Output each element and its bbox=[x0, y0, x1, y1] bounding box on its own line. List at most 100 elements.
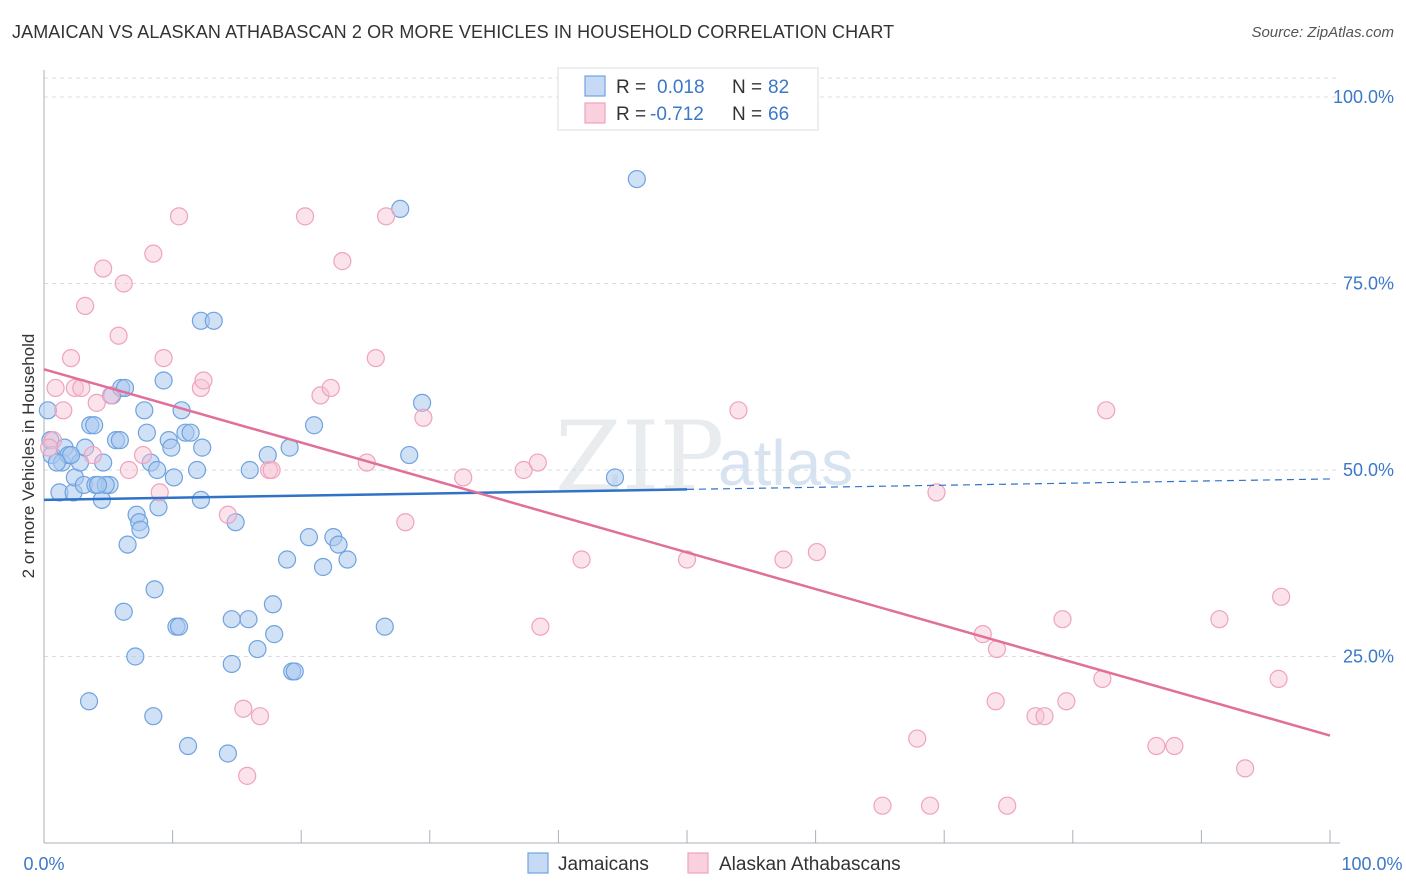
point-alaskan-40 bbox=[572, 550, 591, 569]
bottom-legend: Jamaicans Alaskan Athabascans bbox=[527, 852, 901, 875]
watermark-zip: ZIP bbox=[555, 401, 724, 513]
point-alaskan-63 bbox=[1269, 669, 1288, 688]
point-jamaicans-13 bbox=[85, 416, 104, 435]
point-jamaicans-64 bbox=[299, 528, 319, 547]
point-alaskan-39 bbox=[531, 617, 550, 636]
bottom-legend-label-alaskan: Alaskan Athabascans bbox=[719, 854, 901, 875]
point-jamaicans-52 bbox=[222, 654, 241, 674]
point-alaskan-26 bbox=[262, 460, 281, 480]
point-alaskan-62 bbox=[1236, 759, 1255, 778]
chart-source: Source: ZipAtlas.com bbox=[1251, 24, 1394, 41]
point-jamaicans-41 bbox=[169, 617, 189, 636]
point-alaskan-38 bbox=[528, 453, 547, 472]
trend-lines bbox=[43, 368, 1331, 737]
point-alaskan-33 bbox=[376, 207, 396, 226]
point-alaskan-15 bbox=[144, 244, 163, 263]
trend-line-jamaicans bbox=[43, 488, 688, 502]
legend-swatch-jamaicans bbox=[584, 75, 606, 97]
point-alaskan-7 bbox=[83, 445, 102, 465]
point-alaskan-37 bbox=[514, 460, 533, 480]
point-jamaicans-70 bbox=[391, 199, 410, 218]
point-alaskan-2 bbox=[54, 401, 73, 420]
point-alaskan-24 bbox=[250, 707, 270, 726]
point-jamaicans-39 bbox=[164, 468, 183, 487]
legend-r-label-jamaicans: R = bbox=[616, 77, 646, 98]
y-tick-label-100: 100.0% bbox=[1333, 87, 1394, 107]
point-alaskan-41 bbox=[677, 550, 697, 569]
point-jamaicans-72 bbox=[412, 393, 432, 412]
point-jamaicans-46 bbox=[191, 490, 210, 509]
point-alaskan-50 bbox=[986, 692, 1005, 711]
series-jamaicans bbox=[38, 169, 646, 763]
point-jamaicans-78 bbox=[88, 475, 108, 495]
point-alaskan-23 bbox=[238, 766, 257, 785]
point-jamaicans-38 bbox=[162, 438, 181, 457]
point-jamaicans-76 bbox=[61, 445, 81, 465]
point-jamaicans-68 bbox=[338, 550, 357, 569]
top-legend: R = 0.018 N = 82 R = -0.712 N = 66 bbox=[557, 67, 819, 131]
legend-n-value-alaskan: 66 bbox=[768, 104, 789, 125]
x-tick-labels: 0.0% 100.0% bbox=[23, 854, 1402, 874]
point-alaskan-65 bbox=[40, 438, 59, 457]
bottom-legend-label-jamaicans: Jamaicans bbox=[558, 854, 649, 875]
point-jamaicans-71 bbox=[400, 445, 419, 465]
point-alaskan-42 bbox=[729, 401, 748, 420]
point-jamaicans-23 bbox=[114, 602, 133, 621]
point-jamaicans-32 bbox=[144, 707, 163, 726]
point-alaskan-10 bbox=[101, 386, 120, 405]
point-jamaicans-36 bbox=[154, 371, 173, 390]
point-jamaicans-79 bbox=[304, 416, 324, 435]
point-alaskan-52 bbox=[998, 796, 1017, 815]
point-alaskan-28 bbox=[311, 386, 330, 405]
point-alaskan-35 bbox=[414, 408, 433, 427]
point-alaskan-3 bbox=[61, 349, 81, 368]
x-tick-label-max: 100.0% bbox=[1341, 854, 1402, 874]
point-jamaicans-80 bbox=[605, 468, 625, 487]
point-alaskan-36 bbox=[454, 468, 473, 487]
legend-r-value-jamaicans: 0.018 bbox=[657, 77, 705, 98]
point-alaskan-22 bbox=[234, 699, 253, 718]
point-alaskan-55 bbox=[1053, 610, 1072, 629]
point-jamaicans-59 bbox=[265, 625, 284, 644]
point-jamaicans-11 bbox=[76, 438, 95, 457]
point-jamaicans-74 bbox=[178, 736, 198, 756]
point-jamaicans-33 bbox=[145, 580, 164, 599]
point-alaskan-9 bbox=[94, 259, 113, 278]
point-alaskan-56 bbox=[1057, 692, 1076, 711]
legend-r-value-alaskan: -0.712 bbox=[650, 104, 704, 125]
series-alaskan-athabascans bbox=[40, 207, 1291, 815]
point-jamaicans-24 bbox=[118, 535, 137, 554]
point-jamaicans-44 bbox=[181, 423, 200, 442]
point-jamaicans-25 bbox=[126, 647, 145, 666]
point-jamaicans-45 bbox=[187, 460, 207, 480]
bottom-legend-swatch-jamaicans bbox=[527, 852, 549, 874]
point-alaskan-46 bbox=[908, 729, 927, 748]
point-jamaicans-81 bbox=[627, 169, 646, 189]
point-jamaicans-65 bbox=[313, 557, 333, 577]
y-tick-label-75: 75.0% bbox=[1343, 274, 1394, 294]
point-alaskan-11 bbox=[109, 326, 128, 345]
point-jamaicans-69 bbox=[375, 617, 394, 636]
point-alaskan-44 bbox=[807, 542, 826, 562]
point-alaskan-64 bbox=[1272, 587, 1291, 606]
point-jamaicans-53 bbox=[226, 513, 245, 532]
point-jamaicans-73 bbox=[79, 692, 99, 711]
point-jamaicans-50 bbox=[218, 744, 237, 763]
point-alaskan-17 bbox=[154, 349, 173, 368]
legend-n-label-jamaicans: N = bbox=[732, 77, 762, 98]
point-jamaicans-60 bbox=[277, 550, 297, 569]
point-alaskan-19 bbox=[191, 378, 210, 398]
y-tick-label-50: 50.0% bbox=[1343, 460, 1394, 480]
point-jamaicans-63 bbox=[285, 662, 304, 681]
y-axis-label: 2 or more Vehicles in Household bbox=[19, 334, 38, 579]
point-alaskan-4 bbox=[65, 378, 84, 398]
point-alaskan-14 bbox=[133, 445, 153, 465]
trend-line-alaskan bbox=[43, 368, 1331, 737]
point-jamaicans-28 bbox=[131, 520, 150, 539]
x-tick-label-min: 0.0% bbox=[23, 854, 64, 874]
point-alaskan-32 bbox=[366, 349, 385, 368]
point-alaskan-8 bbox=[87, 393, 106, 412]
point-alaskan-30 bbox=[333, 252, 352, 271]
point-alaskan-27 bbox=[295, 207, 315, 226]
